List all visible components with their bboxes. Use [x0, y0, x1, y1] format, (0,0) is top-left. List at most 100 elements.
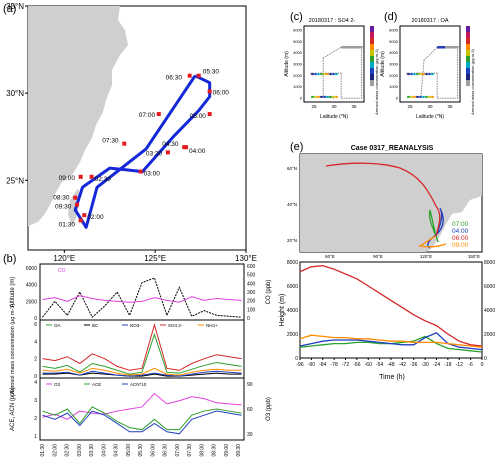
e-height-y-tick-left: 6000 [287, 284, 298, 290]
b-mid-legend-label: SO4 2- [168, 323, 183, 328]
e-height-x-tick: -90 [308, 362, 315, 368]
profile-y-tick: 3000 [389, 62, 399, 67]
panel-c-title: 20180317 : SO4 2- [309, 18, 356, 24]
time-marker-label: 05:00 [190, 113, 207, 120]
profile-x-tick: 35 [447, 104, 453, 109]
profile-segment [423, 46, 438, 61]
panel-d-colorbar [466, 26, 470, 86]
no3-line [42, 370, 242, 377]
colorbar-swatch [466, 56, 470, 62]
colorbar-swatch [370, 32, 374, 38]
time-marker-label: 05:30 [203, 69, 220, 76]
panel-c-ylabel: Altitude (m) [284, 51, 290, 77]
b-top-right-tick: 500 [247, 273, 256, 279]
profile-y-tick: 2000 [293, 73, 303, 78]
b-top-right-tick: 100 [247, 307, 256, 313]
e-height-y-tick-right: 0 [484, 356, 487, 362]
profile-y-tick: 1000 [389, 84, 399, 89]
e-map-trajectory [427, 207, 444, 249]
e-height-x-tick: -72 [342, 362, 349, 368]
lon-tick-label: 125°E [144, 254, 166, 263]
e-map-trajectory [418, 235, 447, 248]
b-mid-legend-label: BC [92, 323, 99, 328]
b-time-tick: 06:00 [150, 444, 156, 457]
time-marker [73, 195, 78, 200]
colorbar-swatch [370, 50, 374, 56]
b-bottom-legend-label: ACE [92, 382, 101, 387]
b-bottom-right-tick: 30 [247, 432, 253, 438]
panel-d-profile: 6000 5000 4000 3000 2000 1000 0 25 30 35 [389, 28, 459, 109]
e-height-x-tick: -18 [444, 362, 451, 368]
panel-a: (a) 35°N 30°N 25°N 120°E 125°E 130°E 05:30 06:… [3, 2, 257, 263]
time-marker-label: 07:30 [102, 138, 119, 145]
profile-dot [431, 95, 434, 98]
b-bottom-ylabel-right: O3 (ppb) [266, 397, 272, 421]
e-map-lat-tick: 20°N [287, 238, 297, 243]
panel-d-title: 20180317 : OA [411, 18, 448, 24]
time-marker [156, 112, 161, 117]
e-map-trajectory [428, 209, 439, 243]
b-bottom-left-tick: 4 [34, 380, 37, 386]
time-marker-label: 03:00 [144, 171, 161, 178]
panel-b-top-frame [39, 263, 245, 321]
profile-dot [422, 73, 425, 76]
panel-d-xlabel: Latitude (°N) [416, 114, 444, 120]
b-top-ylabel-right: CO (ppb) [266, 280, 272, 305]
profile-x-tick: 30 [331, 104, 337, 109]
profile-dot [413, 73, 416, 76]
colorbar-swatch [466, 80, 470, 86]
panel-d-label: (d) [384, 11, 397, 23]
time-marker [207, 112, 212, 117]
b-time-tick: 03:30 [89, 444, 95, 457]
time-marker [207, 89, 212, 94]
panel-b-label: (b) [3, 253, 16, 265]
flight-track [73, 74, 212, 229]
e-height-y-tick-left: 0 [295, 356, 298, 362]
b-time-tick: 04:30 [114, 444, 120, 457]
e-height-x-tick: -78 [331, 362, 338, 368]
panel-c-label: (c) [290, 11, 303, 23]
profile-dot [431, 73, 434, 76]
panel-e-land [300, 154, 482, 252]
panel-e-ylabel: Height (m) [279, 294, 286, 327]
b-top-legend: CO [58, 268, 66, 274]
profile-dot [410, 95, 413, 98]
ace-line [42, 406, 242, 431]
land-mass [28, 6, 128, 226]
panel-e-height-frame [299, 261, 483, 359]
b-time-tick: 07:00 [175, 444, 181, 457]
e-height-x-tick: -84 [319, 362, 326, 368]
e-height-x-tick: -42 [399, 362, 406, 368]
panel-a-ticks: 35°N 30°N 25°N 120°E 125°E 130°E [6, 2, 257, 263]
profile-y-tick: 6000 [293, 28, 303, 33]
profile-dot [323, 73, 326, 76]
b-top-right-tick: 400 [247, 281, 256, 287]
time-marker [82, 213, 87, 218]
profile-dot [428, 95, 431, 98]
e-legend-label: 04:00 [452, 228, 469, 235]
e-height-y-tick-right: 2000 [484, 332, 495, 338]
time-marker-label: 06:30 [166, 75, 183, 82]
b-time-tick: 09:30 [236, 444, 242, 457]
e-height-x-tick: -24 [433, 362, 440, 368]
time-marker [138, 169, 143, 174]
colorbar-swatch [466, 44, 470, 50]
panel-e-xlabel: Time (h) [379, 374, 405, 381]
e-map-trajectory [325, 162, 441, 237]
time-marker-label: 02:30 [95, 176, 112, 183]
profile-y-tick: 2000 [389, 73, 399, 78]
profile-dot [326, 95, 329, 98]
b-bottom-right-tick: 60 [247, 407, 253, 413]
profile-x-tick: 25 [311, 104, 317, 109]
e-legend-label: 09:00 [452, 242, 469, 249]
e-height-y-tick-left: 8000 [287, 260, 298, 266]
b-top-right-tick: 200 [247, 299, 256, 305]
colorbar-swatch [370, 44, 374, 50]
b-mid-legend-label: NH4+ [206, 323, 218, 328]
colorbar-swatch [466, 32, 470, 38]
panel-c-cbar-label: Aerosol mass concentration (μg m-3) [374, 49, 379, 115]
profile-dot [407, 73, 410, 76]
profile-dot [323, 95, 326, 98]
e-height-x-tick: 0 [481, 362, 484, 368]
